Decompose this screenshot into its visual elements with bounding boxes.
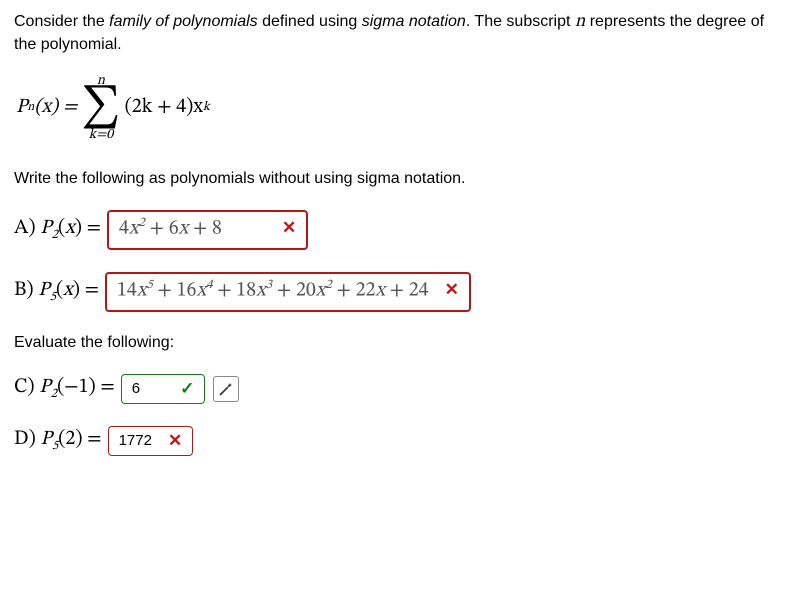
intro-text: Consider the family of polynomials defin…: [14, 10, 785, 56]
answer-d: 1772: [119, 432, 152, 449]
x-icon: ✕: [168, 431, 182, 451]
label-c: C) P2(−1) =: [14, 375, 115, 403]
question-c: C) P2(−1) = 6 ✓: [14, 374, 785, 404]
intro-em2: sigma notation: [362, 13, 466, 30]
answer-b: 14x5 + 16x4 + 18x3 + 20x2 + 22x + 24: [117, 278, 429, 304]
prompt-evaluate: Evaluate the following:: [14, 334, 785, 352]
question-b: B) P5(x) = 14x5 + 16x4 + 18x3 + 20x2 + 2…: [14, 272, 785, 312]
wand-icon: [218, 381, 234, 397]
check-icon: ✓: [180, 379, 194, 399]
x-icon: ✕: [445, 280, 459, 302]
answer-box-a[interactable]: 4x2 + 6x + 8 ✕: [107, 210, 308, 250]
sigma-icon: n ∑ k=0: [81, 74, 120, 142]
sigma-symbol: ∑: [81, 89, 120, 127]
label-a: A) P2(x) =: [14, 216, 101, 244]
label-b: B) P5(x) =: [14, 278, 99, 306]
intro-part3: . The subscript: [466, 13, 575, 30]
answer-a: 4x2 + 6x + 8: [119, 216, 222, 242]
question-a: A) P2(x) = 4x2 + 6x + 8 ✕: [14, 210, 785, 250]
answer-box-c[interactable]: 6 ✓: [121, 374, 206, 404]
intro-part1: Consider the: [14, 13, 109, 30]
format-tool-button[interactable]: [213, 376, 239, 402]
question-d: D) P5(2) = 1772 ✕: [14, 426, 785, 456]
answer-c: 6: [132, 380, 140, 397]
answer-box-b[interactable]: 14x5 + 16x4 + 18x3 + 20x2 + 22x + 24 ✕: [105, 272, 471, 312]
intro-em3: n: [575, 13, 585, 31]
x-icon: ✕: [282, 218, 296, 240]
label-d: D) P5(2) =: [14, 427, 102, 455]
prompt-expand: Write the following as polynomials witho…: [14, 170, 785, 188]
formula-term: (2k + 4)xk: [125, 95, 210, 120]
answer-box-d[interactable]: 1772 ✕: [108, 426, 194, 456]
intro-em1: family of polynomials: [109, 13, 258, 30]
polynomial-definition: Pn(x) = n ∑ k=0 (2k + 4)xk: [16, 74, 785, 142]
formula-lhs: Pn(x) =: [16, 95, 77, 120]
intro-part2: defined using: [258, 13, 362, 30]
sigma-lower: k=0: [89, 128, 114, 142]
